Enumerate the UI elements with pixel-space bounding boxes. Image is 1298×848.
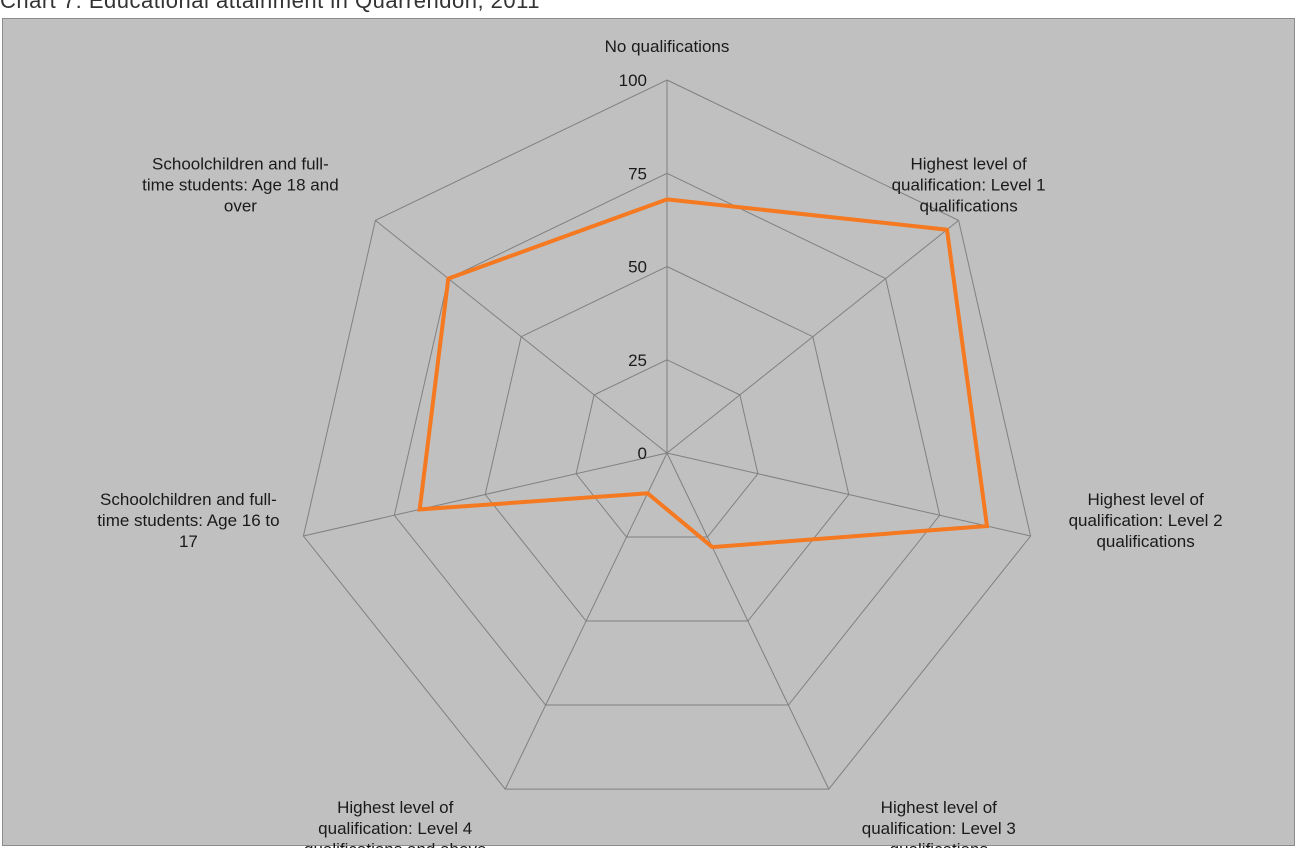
chart-title: Chart 7: Educational attainment in Quarr…: [0, 0, 540, 13]
axis-spoke-5: [504, 452, 668, 790]
label-layer: No qualifications Highest level of qualifi…: [97, 37, 1222, 848]
axis-spoke-3: [666, 452, 1031, 537]
axis-spoke-2: [666, 220, 959, 454]
category-label-5: Highest level of: [337, 798, 454, 817]
category-label-6: time students: Age 16 to: [97, 511, 279, 530]
category-label-1: No qualifications: [605, 37, 730, 56]
category-label-6: Schoolchildren and full-: [100, 490, 277, 509]
category-label-7: Schoolchildren and full-: [152, 154, 329, 173]
category-label-5: qualifications and above: [304, 840, 486, 848]
series-line-1: [417, 197, 990, 550]
axis-spoke-6: [303, 452, 668, 537]
chart-area: [2, 18, 1295, 846]
tick-layer: 0 25 50 75 100: [619, 71, 647, 463]
category-label-6: 17: [179, 532, 198, 551]
grid-layer: [302, 79, 1032, 790]
grid-ring-50: [484, 265, 850, 622]
tick-label-100: 100: [619, 71, 647, 90]
category-label-2: qualifications: [919, 196, 1017, 215]
category-label-7: time students: Age 18 and: [142, 175, 339, 194]
category-label-4: Highest level of: [881, 798, 998, 817]
axis-spoke-4: [666, 452, 830, 790]
category-label-4: qualifications: [890, 840, 988, 848]
category-label-3: qualifications: [1096, 532, 1194, 551]
category-label-7: over: [224, 196, 257, 215]
category-label-3: Highest level of: [1087, 490, 1204, 509]
category-label-2: Highest level of: [910, 154, 1027, 173]
category-label-4: qualification: Level 3: [862, 819, 1016, 838]
tick-label-0: 0: [638, 444, 647, 463]
tick-label-50: 50: [628, 258, 647, 277]
category-label-5: qualification: Level 4: [318, 819, 472, 838]
tick-label-75: 75: [628, 164, 647, 183]
tick-label-25: 25: [628, 351, 647, 370]
axis-spoke-7: [375, 220, 668, 454]
grid-ring-25: [575, 359, 759, 538]
grid-ring-75: [393, 172, 941, 706]
series-layer: [417, 197, 990, 550]
category-label-2: qualification: Level 1: [892, 175, 1046, 194]
spoke-layer: [303, 80, 1031, 790]
category-label-3: qualification: Level 2: [1069, 511, 1223, 530]
grid-ring-100: [302, 79, 1032, 790]
